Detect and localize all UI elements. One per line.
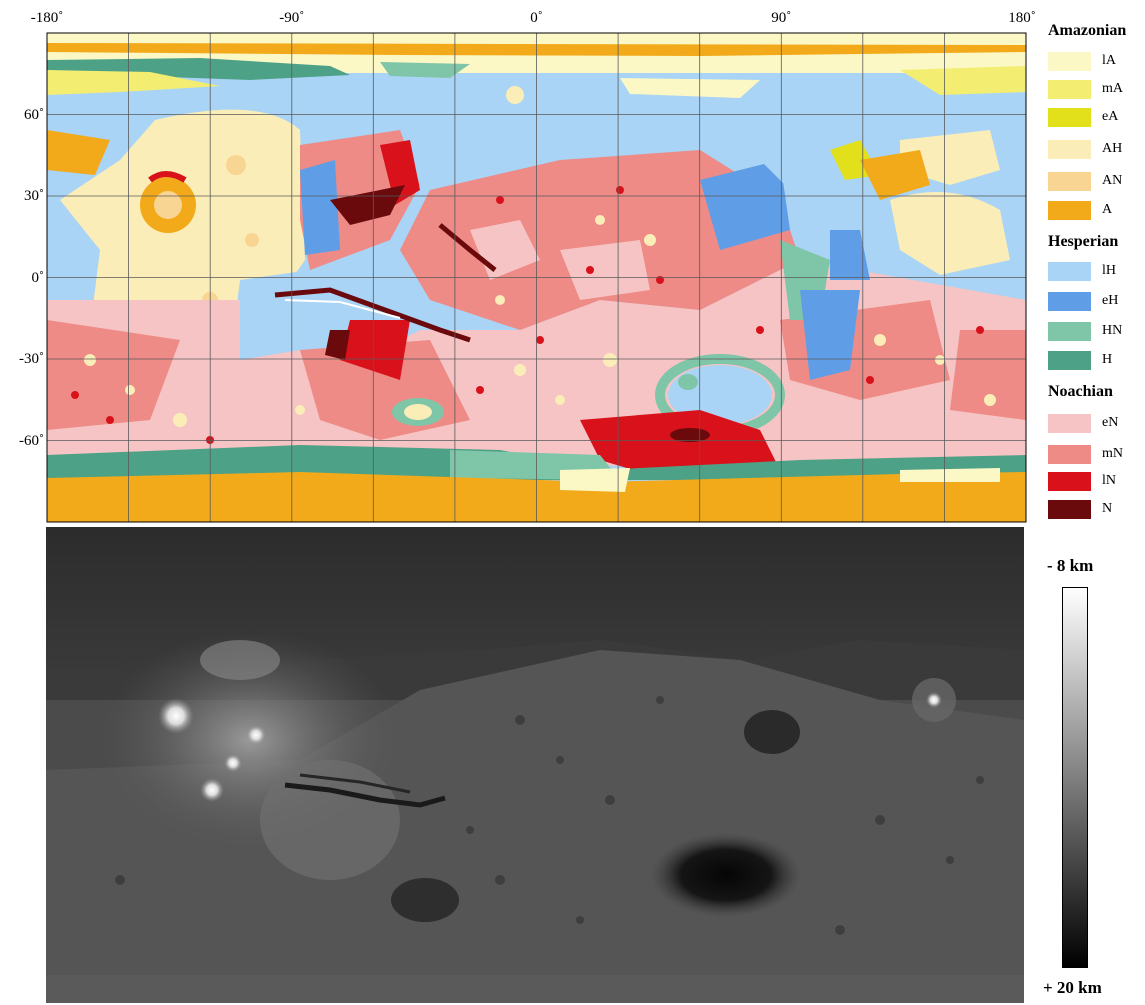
- legend-swatch: [1048, 322, 1091, 341]
- elevation-scale-bottom-label: + 20 km: [1043, 978, 1102, 997]
- legend-label: eH: [1102, 293, 1119, 308]
- elevation-scale-bar: [1062, 587, 1088, 968]
- legend-label: AH: [1102, 141, 1123, 156]
- lon-tick-label: -90˚: [279, 10, 305, 26]
- lon-tick-label: -180˚: [30, 10, 64, 26]
- geologic-map: [46, 32, 1027, 523]
- legend-item-ah: AH: [1046, 138, 1145, 160]
- legend-title-noachian: Noachian: [1048, 383, 1113, 400]
- legend-label: A: [1102, 202, 1113, 217]
- legend-title-amazonian: Amazonian: [1048, 22, 1127, 39]
- legend-label: H: [1102, 352, 1113, 367]
- legend-swatch: [1048, 52, 1091, 71]
- legend-label: mN: [1102, 446, 1123, 461]
- legend-item-ln: lN: [1046, 470, 1145, 492]
- lon-tick-label: 180˚: [1008, 10, 1036, 26]
- legend-swatch: [1048, 472, 1091, 491]
- legend-label: eN: [1102, 415, 1119, 430]
- legend-item-h: H: [1046, 349, 1145, 371]
- legend-label: lA: [1102, 53, 1116, 68]
- legend-item-lh: lH: [1046, 260, 1145, 282]
- legend-swatch: [1048, 351, 1091, 370]
- legend-item-an: AN: [1046, 170, 1145, 192]
- legend-item-la: lA: [1046, 50, 1145, 72]
- legend-swatch: [1048, 500, 1091, 519]
- legend-item-a: A: [1046, 199, 1145, 221]
- legend-swatch: [1048, 262, 1091, 281]
- lon-tick-label: 90˚: [771, 10, 792, 26]
- legend-swatch: [1048, 108, 1091, 127]
- lat-tick-label: 0˚: [31, 269, 45, 286]
- legend-item-en: eN: [1046, 412, 1145, 434]
- legend-swatch: [1048, 172, 1091, 191]
- legend-label: lH: [1102, 263, 1116, 278]
- legend-label: mA: [1102, 81, 1123, 96]
- legend-item-hn: HN: [1046, 320, 1145, 342]
- legend-item-n: N: [1046, 498, 1145, 520]
- legend-label: lN: [1102, 473, 1116, 488]
- legend-title-hesperian: Hesperian: [1048, 233, 1119, 250]
- lat-tick-label: -60˚: [19, 432, 44, 449]
- legend-swatch: [1048, 140, 1091, 159]
- legend-item-eh: eH: [1046, 290, 1145, 312]
- legend-swatch: [1048, 445, 1091, 464]
- legend-label: HN: [1102, 323, 1123, 338]
- legend-label: eA: [1102, 109, 1119, 124]
- lat-tick-label: 30˚: [24, 188, 44, 204]
- legend-label: AN: [1102, 173, 1123, 188]
- legend-swatch: [1048, 292, 1091, 311]
- lon-tick-label: 0˚: [530, 10, 543, 26]
- legend-label: N: [1102, 501, 1113, 516]
- legend-swatch: [1048, 414, 1091, 433]
- legend-item-ea: eA: [1046, 106, 1145, 128]
- legend-item-ma: mA: [1046, 78, 1145, 100]
- lat-tick-label: 60˚: [24, 106, 44, 123]
- lat-tick-label: -30˚: [19, 351, 44, 367]
- legend-swatch: [1048, 201, 1091, 220]
- legend-swatch: [1048, 80, 1091, 99]
- elevation-scale-top-label: - 8 km: [1047, 556, 1094, 575]
- legend-item-mn: mN: [1046, 443, 1145, 465]
